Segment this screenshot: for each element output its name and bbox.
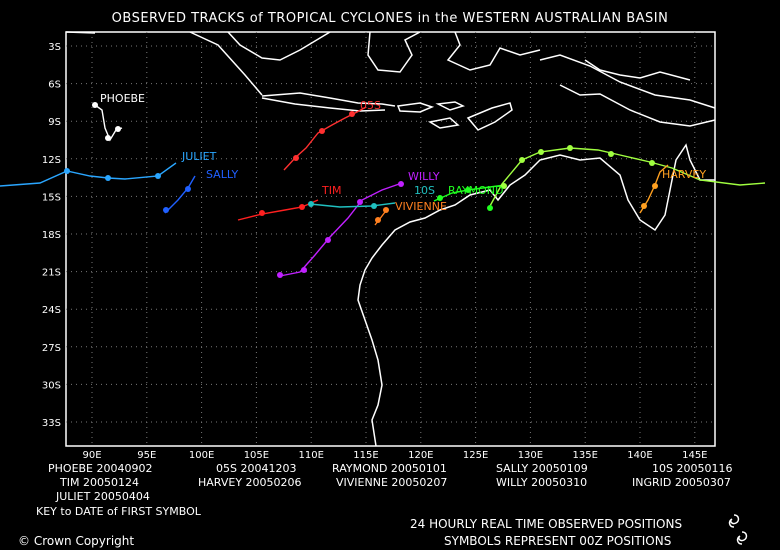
y-tick-label: 30S <box>42 380 61 391</box>
y-tick-label: 21S <box>42 268 61 279</box>
cyclone-tracks <box>0 104 766 277</box>
x-tick-label: 140E <box>627 450 652 461</box>
label-juliet: JULIET <box>182 150 217 163</box>
track-05s <box>283 106 367 171</box>
new-guinea-islands <box>584 59 691 81</box>
cyclone-symbols <box>64 102 658 278</box>
y-tick-label: 18S <box>42 230 61 241</box>
sumatra-coast <box>65 31 263 96</box>
footer-positions-note: 24 HOURLY REAL TIME OBSERVED POSITIONS <box>410 517 683 531</box>
java-coast <box>261 92 396 112</box>
track-phoebe <box>94 104 123 142</box>
label-raymond: RAYMOND <box>448 184 504 197</box>
y-tick-label: 3S <box>48 42 61 53</box>
x-tick-label: 110E <box>298 450 323 461</box>
legend-entry: 05S 20041203 <box>216 462 297 475</box>
y-tick-label: 15S <box>42 192 61 203</box>
legend-entry: SALLY 20050109 <box>496 462 588 475</box>
legend-entry: JULIET 20050404 <box>56 490 150 503</box>
cyclone-symbol-icon <box>728 514 740 528</box>
sulawesi-coast <box>367 31 421 73</box>
grid-lines <box>66 32 715 446</box>
legend-entry: WILLY 20050310 <box>496 476 588 489</box>
x-tick-label: 105E <box>244 450 269 461</box>
australia-coast <box>357 143 715 447</box>
y-tick-label: 24S <box>42 305 61 316</box>
legend-key-note: KEY to DATE of FIRST SYMBOL <box>36 505 201 518</box>
label-phoebe: PHOEBE <box>100 92 146 105</box>
legend-entry: VIVIENNE 20050207 <box>336 476 448 489</box>
borneo-coast <box>227 31 331 61</box>
timor <box>466 102 513 131</box>
x-tick-label: 100E <box>189 450 214 461</box>
lesser-sunda-1 <box>396 102 435 113</box>
x-tick-label: 90E <box>82 450 101 461</box>
y-tick-label: 33S <box>42 418 61 429</box>
map-frame <box>65 31 716 447</box>
coastlines <box>65 31 716 447</box>
legend-entry: TIM 20050124 <box>60 476 139 489</box>
x-tick-label: 135E <box>572 450 597 461</box>
footer-symbols-note: SYMBOLS REPRESENT 00Z POSITIONS <box>444 534 672 548</box>
maluku-coast <box>446 31 541 71</box>
y-tick-label: 6S <box>48 80 61 91</box>
new-guinea <box>539 54 716 127</box>
track-tim <box>237 199 319 221</box>
label-vivienne: VIVIENNE <box>395 200 447 213</box>
legend-entry: HARVEY 20050206 <box>198 476 302 489</box>
label-willy: WILLY <box>408 170 440 183</box>
y-axis-labels: 3S 6S 9S 12S 15S 18S 21S 24S 27S 30S 33S <box>42 42 61 429</box>
label-sally: SALLY <box>206 168 239 181</box>
copyright: © Crown Copyright <box>18 534 135 548</box>
x-tick-label: 115E <box>353 450 378 461</box>
label-tim: TIM <box>322 184 342 197</box>
legend-entry: INGRID 20050307 <box>632 476 731 489</box>
label-10s: 10S <box>414 184 435 197</box>
y-tick-label: 12S <box>42 155 61 166</box>
track-sally <box>164 175 196 214</box>
x-tick-label: 95E <box>137 450 156 461</box>
x-tick-label: 130E <box>518 450 543 461</box>
x-tick-label: 125E <box>463 450 488 461</box>
legend-entry: RAYMOND 20050101 <box>332 462 447 475</box>
label-05s: 05S <box>360 99 381 112</box>
legend-entry: 10S 20050116 <box>652 462 733 475</box>
y-tick-label: 9S <box>48 117 61 128</box>
legend-entry: PHOEBE 20040902 <box>48 462 153 475</box>
track-juliet <box>0 162 177 187</box>
x-tick-label: 145E <box>682 450 707 461</box>
x-axis-labels: 90E 95E 100E 105E 110E 115E 120E 125E 130E 135E 14… <box>82 450 707 461</box>
label-harvey: HARVEY <box>662 168 707 181</box>
flores-sumba <box>427 117 460 129</box>
track-10s <box>309 202 396 208</box>
x-tick-label: 120E <box>408 450 433 461</box>
lesser-sunda-2 <box>435 101 466 111</box>
y-tick-label: 27S <box>42 343 61 354</box>
cyclone-symbol-icon <box>736 531 748 545</box>
map-title: OBSERVED TRACKS of TROPICAL CYCLONES in … <box>111 11 669 26</box>
